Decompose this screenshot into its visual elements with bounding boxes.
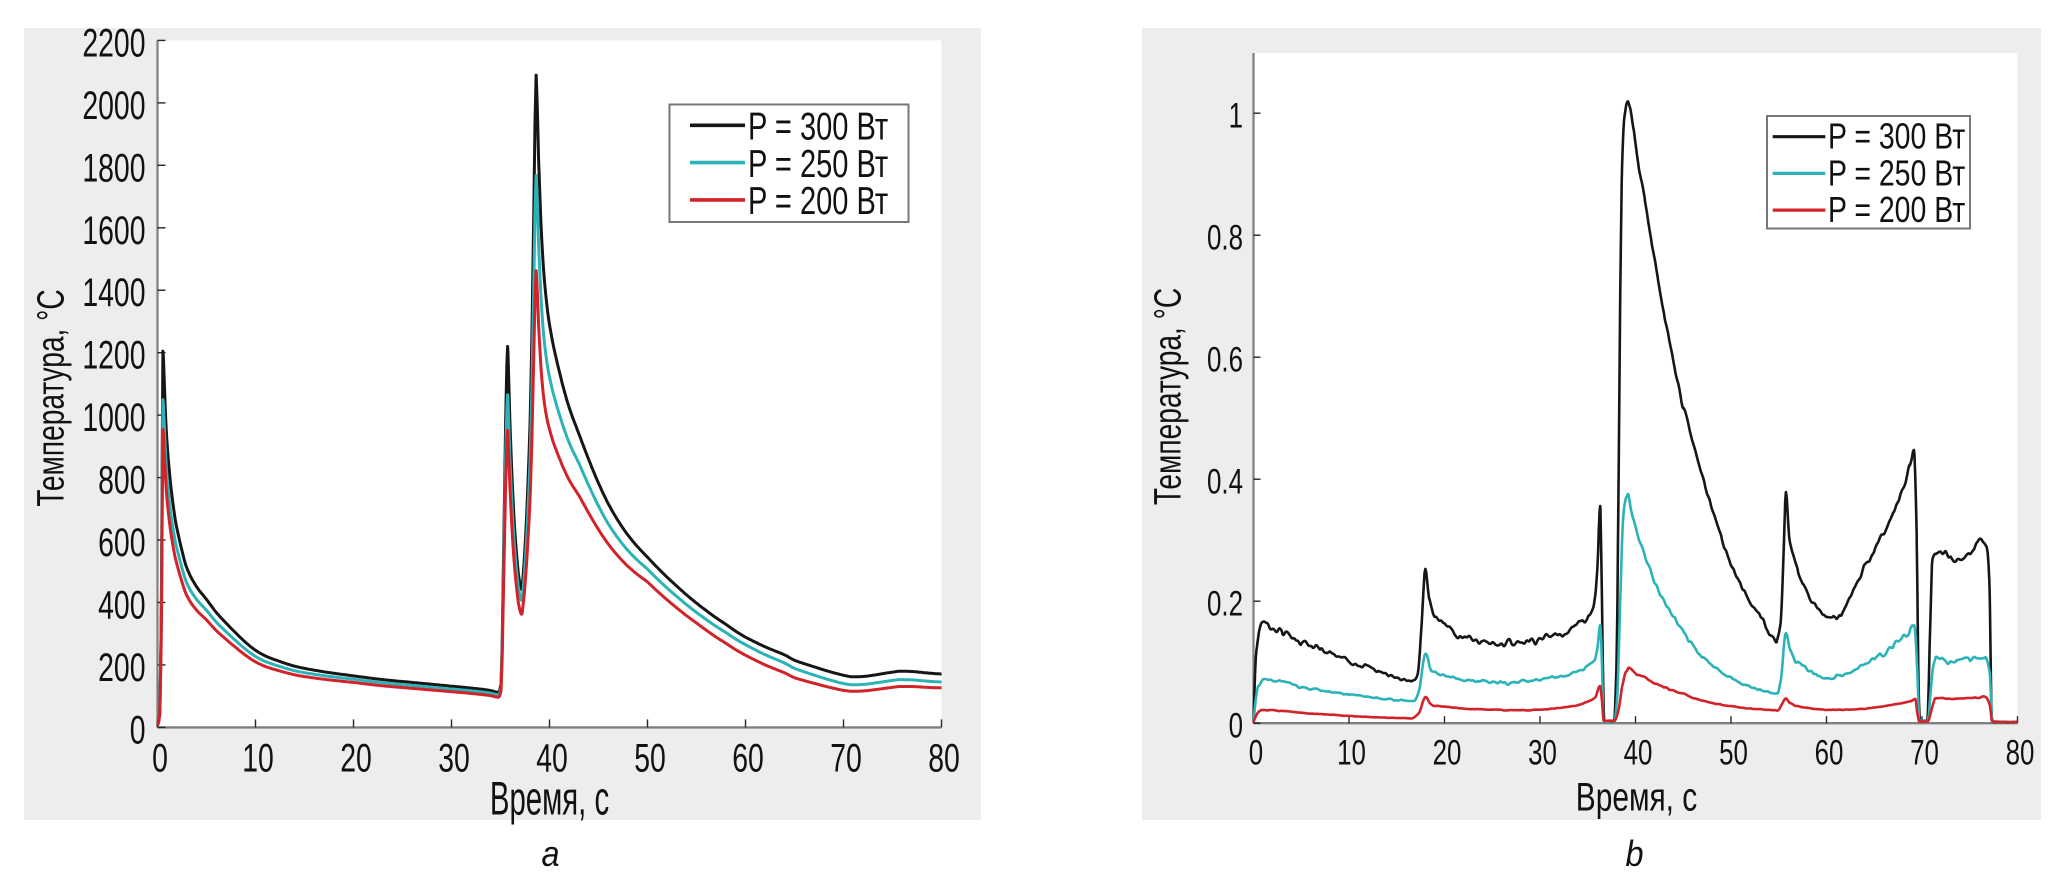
svg-text:P = 300 Вт: P = 300 Вт xyxy=(1828,117,1965,157)
svg-text:1200: 1200 xyxy=(82,334,145,378)
svg-text:0: 0 xyxy=(152,737,168,781)
svg-text:800: 800 xyxy=(98,459,145,503)
svg-text:0: 0 xyxy=(1229,706,1243,746)
svg-text:0.6: 0.6 xyxy=(1207,340,1243,380)
svg-text:20: 20 xyxy=(340,737,372,781)
svg-text:10: 10 xyxy=(1337,733,1366,773)
svg-text:600: 600 xyxy=(98,521,145,565)
svg-text:0.4: 0.4 xyxy=(1207,462,1243,502)
svg-text:70: 70 xyxy=(830,737,862,781)
svg-text:40: 40 xyxy=(536,737,568,781)
svg-text:1600: 1600 xyxy=(82,209,145,253)
svg-text:80: 80 xyxy=(2006,733,2035,773)
svg-text:P = 250 Вт: P = 250 Вт xyxy=(1828,153,1965,193)
svg-text:50: 50 xyxy=(1719,733,1748,773)
svg-text:1400: 1400 xyxy=(82,272,145,316)
svg-text:0: 0 xyxy=(1249,733,1263,773)
svg-text:1: 1 xyxy=(1229,96,1243,136)
svg-text:20: 20 xyxy=(1433,733,1462,773)
svg-text:0: 0 xyxy=(130,709,146,753)
svg-text:P = 250 Вт: P = 250 Вт xyxy=(748,143,888,186)
svg-text:P = 200 Вт: P = 200 Вт xyxy=(1828,190,1965,230)
svg-text:1800: 1800 xyxy=(82,147,145,191)
svg-text:70: 70 xyxy=(1910,733,1939,773)
svg-text:a: a xyxy=(541,834,559,874)
svg-text:Время, с: Время, с xyxy=(1576,776,1697,820)
svg-text:200: 200 xyxy=(98,646,145,690)
svg-text:Температура, °C: Температура, °C xyxy=(31,289,73,506)
svg-text:30: 30 xyxy=(1528,733,1557,773)
svg-text:50: 50 xyxy=(634,737,666,781)
svg-text:P = 200 Вт: P = 200 Вт xyxy=(748,180,888,223)
svg-text:400: 400 xyxy=(98,584,145,628)
svg-text:Температура, °C: Температура, °C xyxy=(1148,288,1190,505)
svg-text:60: 60 xyxy=(1815,733,1844,773)
svg-text:0.2: 0.2 xyxy=(1207,584,1243,624)
svg-text:Время, с: Время, с xyxy=(490,773,609,826)
svg-text:0.8: 0.8 xyxy=(1207,218,1243,258)
svg-text:60: 60 xyxy=(732,737,764,781)
svg-text:40: 40 xyxy=(1624,733,1653,773)
svg-text:2000: 2000 xyxy=(82,84,145,128)
svg-text:30: 30 xyxy=(438,737,470,781)
svg-text:P = 300 Вт: P = 300 Вт xyxy=(748,105,888,148)
svg-text:80: 80 xyxy=(928,737,960,781)
svg-text:b: b xyxy=(1625,834,1643,874)
svg-text:2200: 2200 xyxy=(82,22,145,66)
svg-text:1000: 1000 xyxy=(82,397,145,441)
svg-text:10: 10 xyxy=(242,737,274,781)
